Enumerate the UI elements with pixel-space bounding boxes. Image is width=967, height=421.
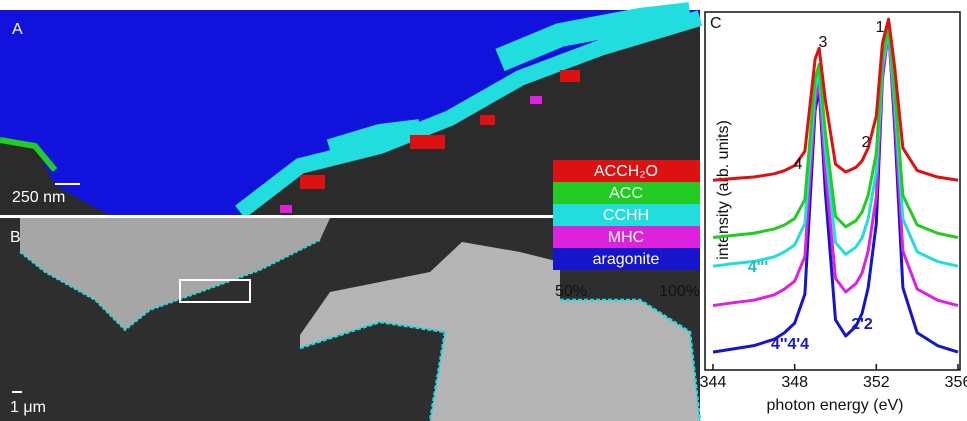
- panel-label: C: [710, 15, 722, 32]
- legend-label: ACCH₂O: [594, 163, 658, 180]
- spectrum-line: [712, 28, 959, 268]
- annotation: 3: [819, 34, 828, 51]
- annotation: 4: [794, 156, 803, 173]
- legend-swatch: [553, 160, 700, 182]
- legend: ACCH₂O ACC CCHH MHC aragonite: [553, 160, 700, 270]
- scale-label: 1 μm: [10, 399, 46, 416]
- annotation: 2: [862, 134, 871, 151]
- panel-divider: [0, 215, 700, 218]
- legend-swatch: [553, 226, 700, 248]
- colorbar-label: 100%: [659, 283, 700, 300]
- annotation: 4''': [748, 259, 768, 276]
- y-axis-label: intensity (arb. units): [715, 120, 732, 260]
- annotation: 2'2: [851, 316, 873, 333]
- annotation: 1: [876, 19, 885, 36]
- spectrum-line: [712, 28, 959, 354]
- x-tick-label: 356: [945, 374, 967, 391]
- legend-label: aragonite: [593, 251, 660, 268]
- scale-label: 250 nm: [12, 189, 65, 206]
- x-axis-label: photon energy (eV): [767, 397, 904, 414]
- x-tick-label: 352: [863, 374, 890, 391]
- legend-swatch: [553, 248, 700, 270]
- legend-swatch: [553, 204, 700, 226]
- spectrum-line: [712, 24, 959, 240]
- panel-label: A: [12, 21, 23, 38]
- plot-frame: [704, 11, 961, 371]
- legend-label: CCHH: [603, 207, 649, 224]
- legend-label: MHC: [608, 229, 644, 246]
- panel-label: B: [10, 229, 21, 246]
- legend-label: ACC: [609, 185, 643, 202]
- legend-swatch: [553, 182, 700, 204]
- annotation: 4''4'4: [771, 336, 809, 353]
- x-tick-label: 344: [700, 374, 727, 391]
- spectrum-line: [712, 17, 959, 182]
- x-tick-label: 348: [781, 374, 808, 391]
- colorbar-label: 50%: [555, 283, 587, 300]
